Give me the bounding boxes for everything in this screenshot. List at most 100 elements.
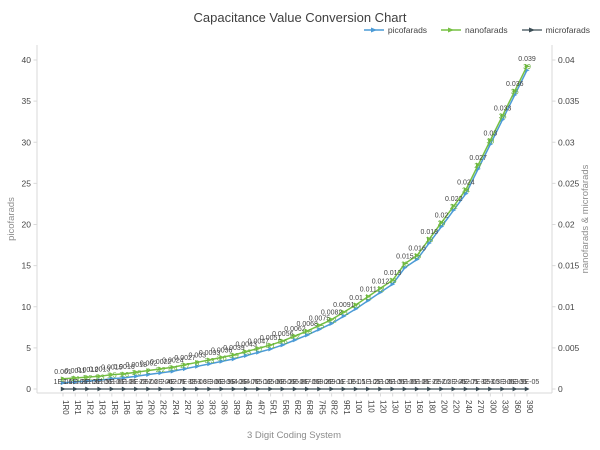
legend-item-microfarads[interactable]: microfarads	[521, 25, 590, 35]
data-label-microfarads: 5.6E-06	[271, 379, 296, 386]
marker-microfarads	[134, 386, 139, 392]
data-label-picofarads: 36	[511, 89, 519, 96]
marker-picofarads	[182, 366, 188, 372]
marker-nanofarads	[378, 285, 384, 291]
marker-microfarads	[73, 386, 78, 392]
x-tick-label: 100	[354, 400, 363, 414]
data-label-nanofarads: 0.0039	[223, 345, 245, 352]
data-label-nanofarads: 0.013	[384, 270, 402, 277]
data-label-microfarads: 1.2E-05	[368, 379, 393, 386]
data-label-picofarads: 6.2	[290, 334, 300, 341]
marker-microfarads	[500, 386, 506, 392]
marker-picofarads	[451, 207, 457, 213]
marker-nanofarads	[280, 338, 286, 344]
y-tick-label: 5	[26, 343, 31, 353]
marker-nanofarads	[219, 354, 225, 360]
y-tick-label: 10	[22, 302, 32, 312]
nanofarads-line-icon	[441, 27, 462, 33]
marker-microfarads	[182, 386, 188, 392]
x-tick-label: 300	[488, 400, 497, 414]
x-tick-label: 2R2	[159, 400, 168, 415]
x-tick-label: 110	[366, 400, 375, 413]
x-tick-label: 4R3	[244, 400, 253, 415]
legend-item-nanofarads[interactable]: nanofarads	[441, 25, 508, 35]
marker-microfarads	[414, 386, 420, 392]
marker-microfarads	[158, 386, 164, 392]
data-label-picofarads: 5.1	[266, 343, 276, 350]
data-label-microfarads: 1.3E-05	[380, 379, 405, 386]
data-label-picofarads: 2	[147, 369, 151, 376]
marker-picofarads	[231, 356, 237, 362]
marker-nanofarads	[317, 322, 323, 328]
data-label-nanofarads: 0.0047	[248, 338, 270, 345]
data-label-nanofarads: 0.039	[518, 56, 536, 63]
chart-title: Capacitance Value Conversion Chart	[193, 10, 407, 25]
y2-tick-label: 0	[558, 384, 563, 394]
x-tick-label: 9R1	[342, 400, 351, 415]
data-label-nanofarads: 0.0036	[211, 347, 233, 354]
x-tick-label: 1R5	[110, 400, 119, 415]
marker-picofarads	[414, 257, 420, 262]
marker-microfarads	[243, 386, 249, 392]
data-label-nanofarads: 0.0033	[199, 350, 221, 357]
data-label-nanofarads: 0.02	[435, 213, 449, 220]
data-label-microfarads: 9.1E-06	[332, 379, 357, 386]
marker-nanofarads	[109, 372, 115, 378]
marker-nanofarads	[134, 369, 139, 375]
data-label-microfarads: 1.6E-06	[112, 379, 137, 386]
data-label-nanofarads: 0.015	[396, 254, 414, 261]
marker-picofarads	[121, 375, 127, 381]
data-label-picofarads: 2.4	[168, 365, 178, 372]
data-label-picofarads: 8.2	[327, 318, 337, 325]
marker-picofarads	[97, 377, 103, 383]
data-label-picofarads: 16	[413, 253, 421, 260]
marker-microfarads	[378, 386, 384, 392]
marker-picofarads	[378, 289, 384, 295]
legend-item-picofarads[interactable]: picofarads	[363, 25, 427, 35]
series-group	[60, 63, 530, 392]
marker-nanofarads	[207, 357, 213, 363]
x-tick-label: 330	[501, 400, 510, 414]
data-label-picofarads: 7.5	[315, 323, 325, 330]
data-label-nanofarads: 0.01	[349, 295, 363, 302]
marker-nanofarads	[488, 137, 493, 143]
y-tick-label: 25	[22, 178, 32, 188]
data-label-microfarads: 3E-05	[481, 379, 500, 386]
x-axis-title: 3 Digit Coding System	[247, 430, 341, 441]
x-tick-label: 150	[403, 400, 412, 414]
marker-microfarads	[439, 386, 445, 392]
y2-tick-label: 0.035	[558, 96, 580, 106]
marker-microfarads	[268, 386, 274, 392]
marker-picofarads	[439, 224, 445, 229]
marker-microfarads	[402, 386, 408, 392]
marker-microfarads	[512, 386, 518, 392]
data-label-nanofarads: 0.033	[494, 106, 512, 113]
data-label-picofarads: 15	[401, 262, 409, 269]
x-tick-label: 5R6	[281, 400, 290, 415]
data-label-picofarads: 11	[365, 295, 372, 302]
data-label-nanofarads: 0.022	[445, 196, 463, 203]
x-tick-label: 1R2	[85, 400, 94, 415]
y-tick-label: 40	[22, 55, 32, 65]
data-label-nanofarads: 0.0024	[162, 357, 184, 364]
marker-microfarads	[231, 386, 237, 392]
data-label-nanofarads: 0.0062	[284, 326, 306, 333]
data-label-microfarads: 1E-05	[347, 379, 366, 386]
data-label-microfarads: 1.8E-05	[417, 379, 442, 386]
marker-picofarads	[256, 349, 261, 355]
marker-microfarads	[329, 386, 335, 392]
data-label-picofarads: 5.6	[278, 339, 288, 346]
data-label-nanofarads: 0.0022	[150, 359, 172, 366]
marker-nanofarads	[451, 203, 457, 209]
data-label-picofarads: 2.7	[180, 363, 190, 370]
data-label-microfarads: 6.2E-06	[283, 379, 308, 386]
marker-picofarads	[292, 337, 298, 343]
data-label-nanofarads: 0.0011	[65, 368, 86, 375]
marker-microfarads	[146, 386, 152, 392]
data-label-microfarads: 4.3E-06	[234, 379, 259, 386]
x-tick-label: 1R6	[122, 400, 131, 415]
y-tick-label: 35	[22, 96, 32, 106]
data-label-microfarads: 2.2E-05	[441, 379, 466, 386]
marker-nanofarads	[121, 371, 127, 377]
